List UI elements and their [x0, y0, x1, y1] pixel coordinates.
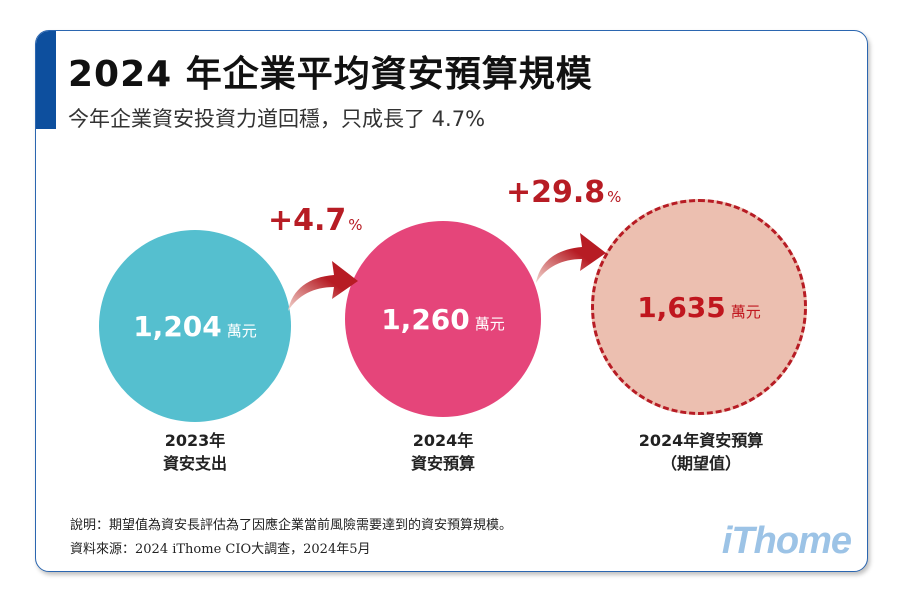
label-2023: 2023年資安支出 [95, 429, 295, 475]
growth-value: +29.8 [506, 175, 606, 210]
value-expected: 1,635 [637, 290, 726, 324]
label-line: 2024年 [412, 431, 474, 450]
subtitle: 今年企業資安投資力道回穩，只成長了 4.7% [68, 107, 486, 131]
unit: 萬元 [226, 321, 257, 340]
source: 資料來源：2024 iThome CIO大調查，2024年5月 [70, 542, 371, 557]
label-line: 2023年 [164, 431, 226, 450]
value-2023: 1,204 [133, 309, 222, 343]
unit: 萬元 [474, 314, 505, 333]
infographic-card: 2024 年企業平均資安預算規模 今年企業資安投資力道回穩，只成長了 4.7% … [35, 30, 868, 572]
growth-value: +4.7 [268, 203, 347, 238]
label-line: 2024年資安預算 [638, 431, 764, 450]
growth-2: +29.8% [506, 175, 621, 210]
circle-2024-budget: 1,260 萬元 [345, 221, 541, 417]
value-2024: 1,260 [381, 302, 470, 336]
label-line: 資安支出 [162, 454, 227, 473]
growth-1: +4.7% [268, 203, 363, 238]
arrow-icon [288, 261, 358, 311]
circle-2024-expected: 1,635 萬元 [591, 199, 807, 415]
label-expected: 2024年資安預算 （期望值） [601, 429, 801, 475]
label-line: 資安預算 [410, 454, 475, 473]
label-2024: 2024年資安預算 [343, 429, 543, 475]
ithome-logo: iThome [721, 520, 852, 562]
note: 說明：期望值為資安長評估為了因應企業當前風險需要達到的資安預算規模。 [70, 518, 513, 533]
accent-bar [36, 31, 56, 129]
unit: 萬元 [730, 302, 761, 321]
growth-unit: % [348, 216, 363, 234]
arrow-icon [536, 233, 606, 283]
circle-2023-spend: 1,204 萬元 [99, 230, 291, 422]
growth-unit: % [607, 188, 622, 206]
label-line: （期望值） [660, 454, 741, 473]
page-title: 2024 年企業平均資安預算規模 [68, 54, 593, 95]
